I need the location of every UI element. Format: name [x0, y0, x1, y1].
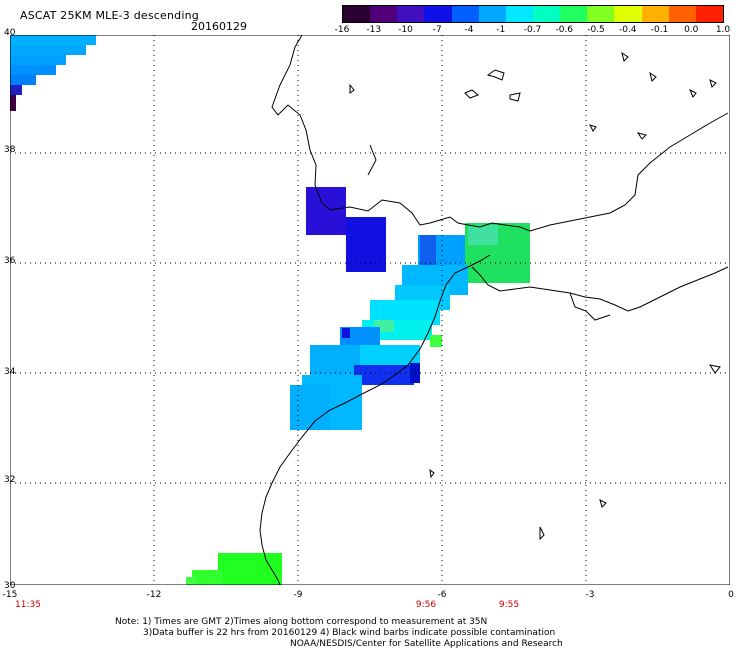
lon-label: -9	[293, 590, 303, 600]
graticule	[10, 35, 730, 585]
lat-label: 36	[4, 256, 16, 266]
map-title: ASCAT 25KM MLE-3 descending	[20, 9, 199, 22]
lat-label: 32	[4, 475, 16, 485]
colorbar-segment	[478, 6, 506, 22]
colorbar	[342, 5, 724, 23]
time-label: 11:35	[15, 600, 41, 610]
colorbar-segment	[641, 6, 669, 22]
colorbar-segment	[424, 6, 452, 22]
colorbar-tick-label: -13	[366, 25, 382, 35]
note-line-2: 3)Data buffer is 22 hrs from 20160129 4)…	[143, 628, 556, 638]
colorbar-tick-label: -4	[464, 25, 474, 35]
lat-label: 34	[4, 367, 16, 377]
colorbar-tick-label: -0.6	[555, 25, 574, 35]
colorbar-segment	[532, 6, 561, 22]
note-line-3: NOAA/NESDIS/Center for Satellite Applica…	[290, 639, 563, 649]
colorbar-tick-label: -0.1	[650, 25, 669, 35]
lat-label: 38	[4, 145, 16, 155]
lon-label: -3	[585, 590, 595, 600]
colorbar-segment	[668, 6, 696, 22]
lat-label: 30	[4, 581, 16, 591]
colorbar-segment	[695, 6, 723, 22]
colorbar-tick-label: -0.4	[618, 25, 637, 35]
colorbar-segment	[397, 6, 425, 22]
time-label: 9:56	[415, 600, 437, 610]
map-date: 20160129	[191, 20, 247, 33]
note-line-1: Note: 1) Times are GMT 2)Times along bot…	[115, 617, 488, 627]
colorbar-segment	[614, 6, 642, 22]
map-area	[10, 35, 730, 585]
colorbar-segment	[451, 6, 479, 22]
colorbar-tick-label: -0.5	[587, 25, 605, 35]
colorbar-segment	[587, 6, 615, 22]
colorbar-tick-label: -16	[334, 25, 350, 35]
wind-data-cells	[10, 35, 530, 585]
colorbar-tick-label: -1	[496, 25, 506, 35]
lon-label: 0	[728, 590, 734, 600]
time-label: 9:55	[498, 600, 520, 610]
colorbar-tick-label: 1.0	[715, 25, 731, 35]
lon-label: -15	[2, 590, 18, 600]
coastline	[259, 35, 729, 585]
colorbar-tick-label: -0.7	[523, 25, 542, 35]
colorbar-tick-label: -10	[398, 25, 413, 35]
colorbar-labels: -16 -13 -10 -7 -4 -1 -0.7 -0.6 -0.5 -0.4 -0.1 0.0 1.…	[330, 25, 740, 37]
colorbar-segment	[560, 6, 588, 22]
colorbar-segment	[343, 6, 371, 22]
colorbar-segment	[505, 6, 533, 22]
colorbar-segment	[370, 6, 398, 22]
lat-label: 40	[4, 28, 16, 38]
lon-label: -6	[437, 590, 447, 600]
colorbar-tick-label: 0.0	[684, 25, 699, 35]
colorbar-tick-label: -7	[432, 25, 442, 35]
lon-label: -12	[146, 590, 162, 600]
